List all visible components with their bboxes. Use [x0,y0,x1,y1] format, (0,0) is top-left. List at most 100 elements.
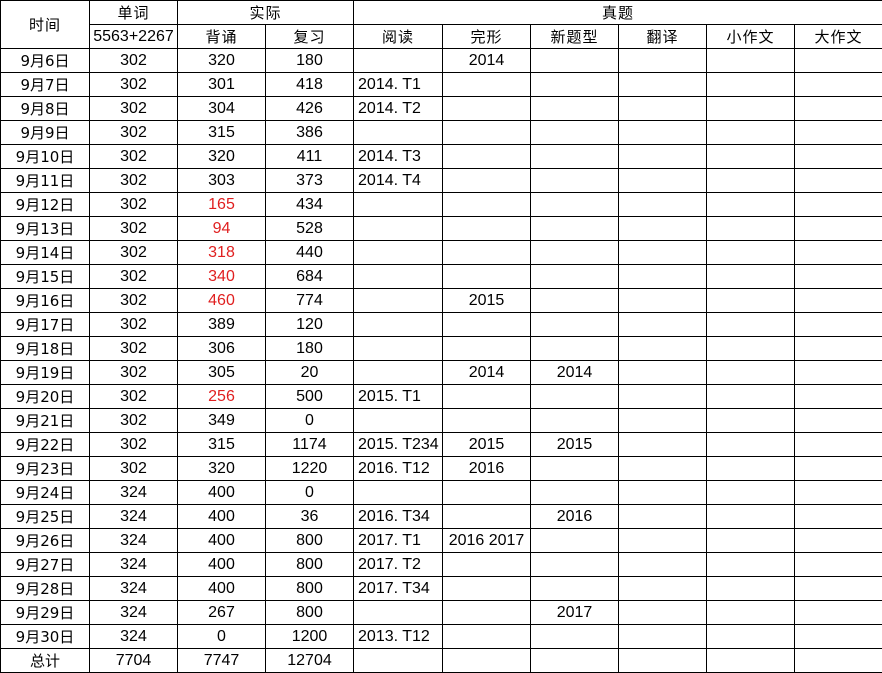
cell-big-essay[interactable] [794,408,882,433]
cell-reading[interactable]: 2014. T3 [353,144,444,169]
cell-review[interactable]: 418 [264,72,355,97]
cell-big-essay[interactable] [794,336,882,361]
cell-big-essay[interactable] [794,168,882,193]
cell-words[interactable]: 302 [89,72,178,97]
cell-words[interactable]: 302 [89,216,178,241]
cell-review[interactable]: 411 [264,144,355,169]
cell-reading[interactable] [353,216,444,241]
cell-cloze[interactable]: 2016 [442,456,532,481]
cell-translation[interactable] [618,408,708,433]
cell-memorize[interactable]: 256 [177,384,266,409]
cell-date[interactable]: 9月8日 [0,96,90,121]
cell-words[interactable]: 302 [89,288,178,313]
cell-small-essay[interactable] [706,432,796,457]
cell-translation[interactable] [618,480,708,505]
cell-reading[interactable]: 2017. T34 [353,576,444,601]
cell-date[interactable]: 9月21日 [0,408,90,433]
cell-small-essay[interactable] [706,576,796,601]
cell-big-essay[interactable] [794,216,882,241]
cell-translation[interactable] [618,96,708,121]
cell-memorize[interactable]: 400 [177,480,266,505]
cell-date[interactable]: 9月28日 [0,576,90,601]
cell-new-type[interactable] [530,624,620,649]
cell-review[interactable]: 373 [264,168,355,193]
cell-date[interactable]: 9月23日 [0,456,90,481]
total-new-type[interactable] [530,648,620,673]
cell-words[interactable]: 302 [89,312,178,337]
cell-cloze[interactable] [442,624,532,649]
cell-small-essay[interactable] [706,624,796,649]
cell-memorize[interactable]: 305 [177,360,266,385]
cell-review[interactable]: 528 [264,216,355,241]
total-big-essay[interactable] [794,648,882,673]
cell-small-essay[interactable] [706,312,796,337]
cell-cloze[interactable] [442,72,532,97]
cell-new-type[interactable] [530,96,620,121]
cell-date[interactable]: 9月11日 [0,168,90,193]
cell-big-essay[interactable] [794,360,882,385]
cell-cloze[interactable] [442,264,532,289]
cell-small-essay[interactable] [706,72,796,97]
cell-words[interactable]: 302 [89,48,178,73]
cell-small-essay[interactable] [706,456,796,481]
cell-big-essay[interactable] [794,576,882,601]
cell-memorize[interactable]: 320 [177,456,266,481]
header-exam[interactable]: 真题 [353,0,882,25]
total-small-essay[interactable] [706,648,796,673]
cell-small-essay[interactable] [706,408,796,433]
cell-memorize[interactable]: 304 [177,96,266,121]
cell-translation[interactable] [618,120,708,145]
header-words[interactable]: 单词 [89,0,178,25]
cell-translation[interactable] [618,432,708,457]
cell-memorize[interactable]: 315 [177,120,266,145]
cell-new-type[interactable]: 2014 [530,360,620,385]
cell-words[interactable]: 302 [89,408,178,433]
cell-review[interactable]: 426 [264,96,355,121]
cell-memorize[interactable]: 301 [177,72,266,97]
cell-reading[interactable] [353,312,444,337]
cell-memorize[interactable]: 400 [177,504,266,529]
cell-date[interactable]: 9月18日 [0,336,90,361]
cell-cloze[interactable] [442,408,532,433]
cell-big-essay[interactable] [794,312,882,337]
cell-reading[interactable] [353,48,444,73]
cell-date[interactable]: 9月15日 [0,264,90,289]
cell-new-type[interactable] [530,480,620,505]
cell-big-essay[interactable] [794,624,882,649]
cell-small-essay[interactable] [706,240,796,265]
cell-big-essay[interactable] [794,384,882,409]
cell-new-type[interactable] [530,384,620,409]
cell-small-essay[interactable] [706,216,796,241]
cell-words[interactable]: 302 [89,96,178,121]
cell-new-type[interactable] [530,240,620,265]
cell-small-essay[interactable] [706,96,796,121]
cell-memorize[interactable]: 94 [177,216,266,241]
cell-reading[interactable] [353,600,444,625]
cell-review[interactable]: 800 [264,552,355,577]
cell-date[interactable]: 9月6日 [0,48,90,73]
cell-date[interactable]: 9月17日 [0,312,90,337]
cell-memorize[interactable]: 340 [177,264,266,289]
cell-translation[interactable] [618,576,708,601]
header-reading[interactable]: 阅读 [353,24,444,49]
cell-words[interactable]: 302 [89,384,178,409]
cell-words[interactable]: 324 [89,504,178,529]
cell-memorize[interactable]: 315 [177,432,266,457]
cell-small-essay[interactable] [706,480,796,505]
cell-translation[interactable] [618,312,708,337]
header-time[interactable]: 时间 [0,0,90,49]
cell-words[interactable]: 302 [89,264,178,289]
cell-new-type[interactable] [530,576,620,601]
cell-translation[interactable] [618,528,708,553]
cell-translation[interactable] [618,144,708,169]
cell-small-essay[interactable] [706,360,796,385]
cell-words[interactable]: 324 [89,552,178,577]
cell-date[interactable]: 9月16日 [0,288,90,313]
cell-reading[interactable] [353,288,444,313]
cell-memorize[interactable]: 306 [177,336,266,361]
cell-cloze[interactable] [442,168,532,193]
cell-new-type[interactable] [530,168,620,193]
header-actual[interactable]: 实际 [176,0,355,25]
cell-reading[interactable] [353,408,444,433]
cell-date[interactable]: 9月13日 [0,216,90,241]
